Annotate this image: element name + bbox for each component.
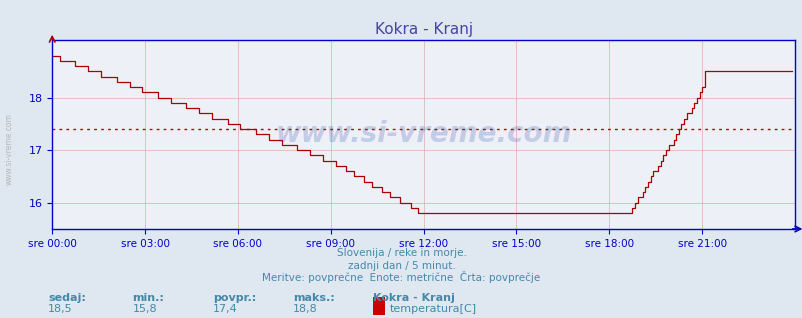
Text: zadnji dan / 5 minut.: zadnji dan / 5 minut. [347,261,455,271]
Text: www.si-vreme.com: www.si-vreme.com [5,114,14,185]
Text: Slovenija / reke in morje.: Slovenija / reke in morje. [336,248,466,258]
Text: 18,8: 18,8 [293,304,318,314]
Text: Kokra - Kranj: Kokra - Kranj [373,293,455,302]
Title: Kokra - Kranj: Kokra - Kranj [374,22,472,37]
Text: 15,8: 15,8 [132,304,157,314]
Text: www.si-vreme.com: www.si-vreme.com [275,120,571,149]
Text: sedaj:: sedaj: [48,293,86,302]
Text: Meritve: povprečne  Enote: metrične  Črta: povprečje: Meritve: povprečne Enote: metrične Črta:… [262,272,540,283]
Text: 18,5: 18,5 [48,304,73,314]
Text: 17,4: 17,4 [213,304,237,314]
Text: temperatura[C]: temperatura[C] [389,304,476,314]
Text: povpr.:: povpr.: [213,293,256,302]
Text: min.:: min.: [132,293,164,302]
Text: maks.:: maks.: [293,293,334,302]
